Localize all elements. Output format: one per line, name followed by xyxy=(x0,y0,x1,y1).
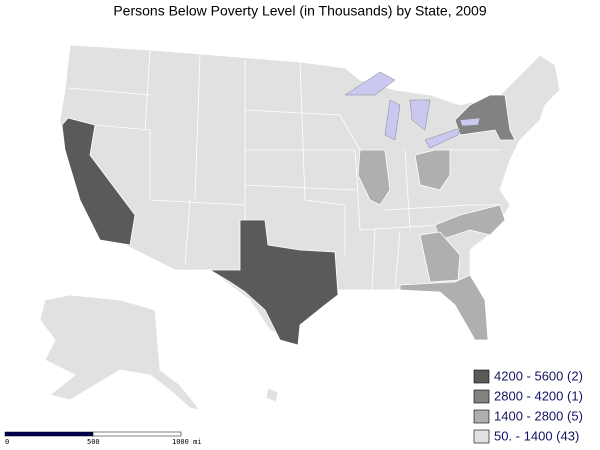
legend-label: 2800 - 4200 (1) xyxy=(494,388,583,403)
scale-label: 0 xyxy=(5,438,9,446)
lake xyxy=(424,127,461,149)
scale-segment xyxy=(92,431,182,437)
ohio xyxy=(414,149,451,191)
scale-label: 1000 mi xyxy=(172,438,202,446)
great-lakes xyxy=(344,71,481,149)
legend-label: 1400 - 2800 (5) xyxy=(494,408,583,423)
georgia xyxy=(419,231,461,283)
legend-swatch xyxy=(473,369,490,384)
scale-segment xyxy=(4,431,94,437)
alaska xyxy=(39,294,201,411)
new-york xyxy=(454,94,516,141)
texas xyxy=(208,219,339,346)
states xyxy=(39,44,561,411)
scale-label: 500 xyxy=(87,438,100,446)
legend-label: 50. - 1400 (43) xyxy=(494,428,579,443)
legend-swatch xyxy=(473,429,490,444)
legend-swatch xyxy=(473,409,490,424)
lake xyxy=(344,71,396,96)
map-title: Persons Below Poverty Level (in Thousand… xyxy=(113,3,486,19)
florida xyxy=(399,274,489,341)
illinois xyxy=(357,149,391,206)
lake xyxy=(459,117,481,127)
legend-label: 4200 - 5600 (2) xyxy=(494,368,583,383)
hawaii xyxy=(265,387,279,403)
california xyxy=(61,117,136,246)
legend-swatch xyxy=(473,389,490,404)
lake xyxy=(409,99,431,131)
scale-bar: 0 500 1000 mi xyxy=(4,431,202,446)
legend: 4200 - 5600 (2) 2800 - 4200 (1) 1400 - 280… xyxy=(473,368,583,444)
state-borders xyxy=(67,49,500,291)
lake xyxy=(384,99,401,141)
